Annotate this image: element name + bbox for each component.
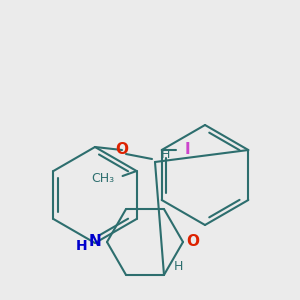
Text: H: H [160,148,170,160]
Text: O: O [116,142,128,158]
Text: I: I [185,142,191,158]
Text: H: H [173,260,183,273]
Text: N: N [88,235,101,250]
Text: O: O [187,235,200,250]
Text: H: H [76,239,88,253]
Text: CH₃: CH₃ [92,172,115,185]
